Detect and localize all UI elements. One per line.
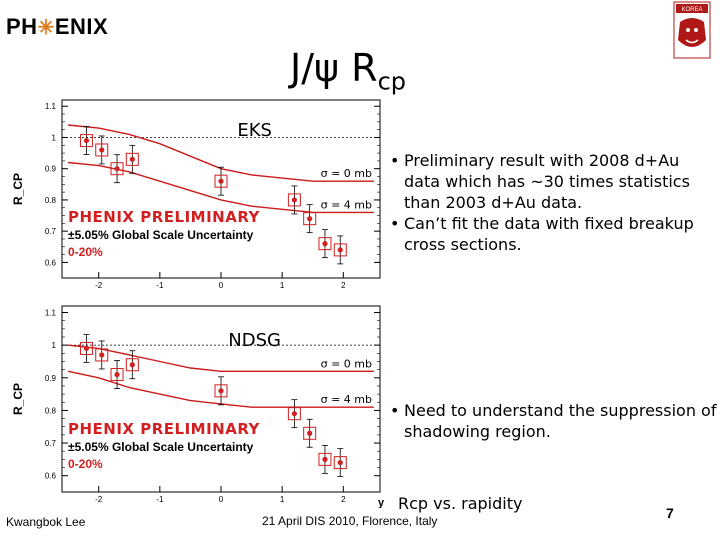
systematic-box — [95, 143, 109, 157]
curve-label: σ = 4 mb — [321, 393, 372, 406]
slide-title: J/ψ Rcp — [290, 46, 406, 96]
footer-author: Kwangbok Lee — [6, 515, 86, 529]
data-point — [99, 147, 105, 153]
x-tick-label: 2 — [341, 281, 346, 290]
systematic-box — [214, 384, 228, 398]
x-tick-label: 0 — [219, 495, 224, 504]
data-point — [291, 197, 297, 203]
x-axis-label: y — [378, 497, 385, 508]
centrality-label: 0-20% — [68, 457, 103, 471]
x-tick-label: 1 — [280, 281, 285, 290]
y-axis-label: R_CP — [11, 383, 25, 415]
data-point — [218, 388, 224, 394]
data-point — [99, 352, 105, 358]
curve-label: σ = 0 mb — [321, 167, 372, 180]
data-point — [337, 460, 343, 466]
y-tick-label: 0.8 — [45, 196, 57, 205]
x-tick-label: 0 — [219, 281, 224, 290]
data-point — [337, 247, 343, 253]
phenix-logo: PH✳ENIX — [6, 14, 108, 40]
y-tick-label: 0.9 — [45, 165, 57, 174]
x-tick-label: -1 — [156, 281, 164, 290]
bullet-text: Preliminary result with 2008 d+Au data w… — [404, 151, 690, 212]
rcp-note: Rcp vs. rapidity — [398, 494, 523, 513]
data-point — [129, 362, 135, 368]
y-tick-label: 1 — [52, 341, 57, 350]
global-uncertainty-label: ±5.05% Global Scale Uncertainty — [68, 440, 254, 454]
systematic-box — [110, 368, 124, 382]
curve-label: σ = 0 mb — [321, 357, 372, 370]
data-point — [322, 456, 328, 462]
y-tick-label: 0.8 — [45, 406, 57, 415]
systematic-box — [318, 452, 332, 466]
y-axis-label: R_CP — [11, 173, 25, 205]
y-tick-label: 1 — [52, 133, 57, 142]
plot-title: NDSG — [228, 330, 281, 351]
data-point — [218, 178, 224, 184]
logo-text-left: PH — [6, 14, 38, 39]
centrality-label: 0-20% — [68, 245, 103, 259]
logo-text-right: ENIX — [54, 14, 109, 39]
bullet-text: Can’t fit the data with fixed breakup cr… — [404, 214, 694, 254]
systematic-box — [303, 212, 317, 226]
bullet-text: Need to understand the suppression of sh… — [404, 401, 717, 441]
systematic-box — [333, 243, 347, 257]
preliminary-label: PHENIX PRELIMINARY — [68, 420, 261, 438]
systematic-box — [287, 407, 301, 421]
data-point — [129, 156, 135, 162]
rcp-plot-eks: 1.1 1 0.9 0.8 0.7 0.6 -2 -1 0 1 2 R_CP σ = 0 mb σ = 4… — [11, 99, 381, 290]
x-tick-label: -2 — [95, 495, 103, 504]
title-main: J/ψ R — [290, 46, 378, 90]
data-point — [114, 371, 120, 378]
systematic-box — [303, 426, 317, 440]
x-tick-label: -1 — [156, 495, 164, 504]
bullet-list-top: • Preliminary result with 2008 d+Au data … — [390, 150, 720, 255]
data-point — [291, 411, 297, 417]
title-subscript: cp — [377, 67, 406, 96]
data-point — [307, 430, 313, 436]
data-point — [114, 166, 120, 172]
logo-right-text: KOREA — [681, 7, 702, 13]
x-tick-label: 1 — [280, 495, 285, 504]
y-tick-label: 1.1 — [45, 102, 57, 111]
y-tick-label: 0.7 — [45, 439, 57, 448]
curve-label: σ = 4 mb — [321, 198, 372, 211]
sunburst-icon: ✳ — [37, 17, 55, 39]
preliminary-label: PHENIX PRELIMINARY — [68, 208, 261, 226]
y-tick-label: 0.7 — [45, 227, 57, 236]
systematic-box — [110, 162, 124, 176]
rcp-plot-ndsg: 1.1 1 0.9 0.8 0.7 0.6 -2 -1 0 1 2 R_CP σ = 0 mb σ = 4… — [11, 305, 385, 508]
model-curve — [68, 344, 374, 372]
x-tick-label: -2 — [95, 281, 103, 290]
x-tick-label: 2 — [341, 495, 346, 504]
data-point — [322, 241, 328, 247]
systematic-box — [125, 358, 139, 372]
korea-university-logo: KOREA — [673, 1, 711, 59]
y-tick-label: 1.1 — [45, 309, 57, 318]
systematic-box — [95, 348, 109, 362]
bullet-item: • Preliminary result with 2008 d+Au data … — [390, 150, 720, 213]
systematic-box — [333, 456, 347, 470]
y-tick-label: 0.6 — [45, 472, 57, 481]
systematic-box — [287, 193, 301, 207]
systematic-box — [79, 134, 93, 148]
data-point — [307, 216, 313, 222]
footer-venue: 21 April DIS 2010, Florence, Italy — [262, 514, 438, 528]
bullet-list-bottom: • Need to understand the suppression of s… — [390, 400, 720, 442]
data-point — [83, 137, 90, 144]
bullet-item: • Need to understand the suppression of s… — [390, 400, 720, 442]
y-tick-label: 0.9 — [45, 374, 57, 383]
plot-title: EKS — [237, 120, 272, 141]
global-uncertainty-label: ±5.05% Global Scale Uncertainty — [68, 228, 254, 242]
bullet-item: • Can’t fit the data with fixed breakup c… — [390, 213, 720, 255]
systematic-box — [79, 341, 93, 355]
systematic-box — [318, 237, 332, 251]
systematic-box — [125, 152, 139, 166]
systematic-box — [214, 174, 228, 188]
y-tick-label: 0.6 — [45, 258, 57, 267]
data-point — [83, 345, 90, 352]
page-number: 7 — [666, 505, 674, 521]
